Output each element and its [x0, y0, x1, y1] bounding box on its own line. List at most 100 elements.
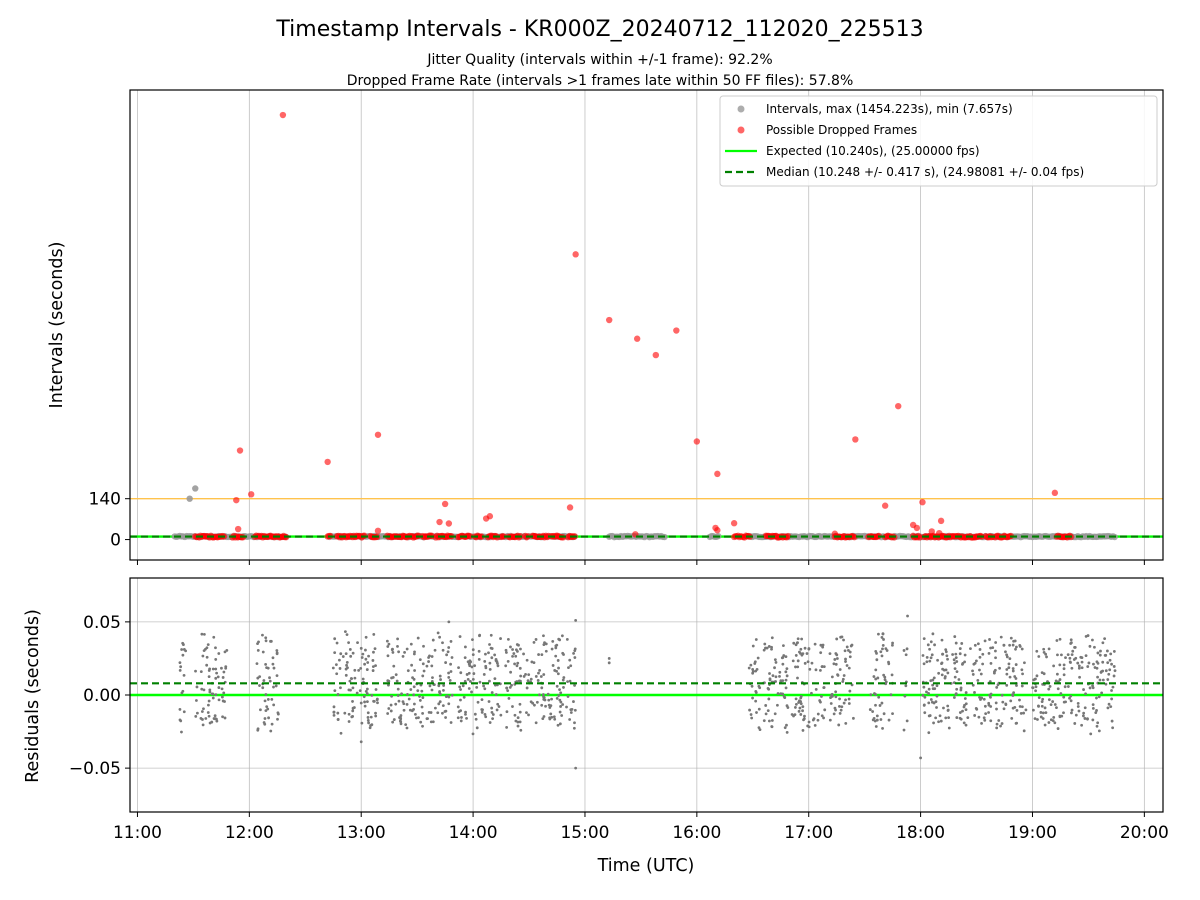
residual-point [796, 659, 800, 663]
residual-point [568, 658, 572, 662]
residual-point [461, 684, 465, 688]
residual-point [835, 657, 839, 660]
residual-point [496, 664, 500, 668]
residual-point [905, 647, 909, 651]
residual-point [829, 702, 833, 705]
residual-point [1005, 672, 1009, 676]
residual-point [1053, 703, 1057, 706]
residual-point [961, 661, 965, 665]
residual-point [841, 677, 845, 681]
residual-point [370, 693, 374, 697]
residual-point [1009, 699, 1013, 703]
residual-point [413, 669, 416, 672]
residual-point [211, 692, 215, 696]
residual-point [347, 688, 351, 692]
residual-point [365, 692, 369, 695]
legend-marker-dropped [737, 126, 745, 134]
residual-point [979, 672, 983, 676]
residual-point [837, 723, 841, 727]
residual-point [1096, 721, 1100, 725]
residual-point [997, 719, 1001, 722]
residual-point [537, 671, 540, 675]
residual-point [795, 641, 799, 645]
residual-point [458, 685, 462, 689]
residual-point [1022, 729, 1026, 733]
residual-point [195, 699, 198, 702]
residual-point [269, 639, 272, 643]
residual-point [473, 664, 477, 668]
residual-point [446, 650, 450, 654]
residual-point [390, 648, 394, 652]
residual-point [1047, 721, 1051, 724]
residual-point [488, 643, 491, 646]
residual-point [459, 698, 462, 702]
residual-point [1019, 711, 1023, 715]
residual-point [1098, 678, 1102, 682]
residual-point [431, 638, 435, 642]
residual-point [358, 689, 362, 693]
residual-point [774, 661, 778, 664]
residual-point [764, 712, 768, 716]
residual-point [558, 698, 562, 702]
residual-point [399, 722, 403, 726]
residual-point [369, 715, 373, 719]
legend-marker-intervals [737, 105, 745, 113]
residual-point [467, 671, 471, 675]
residual-point [955, 660, 959, 663]
residual-point [833, 658, 837, 661]
residual-point [1091, 706, 1095, 710]
dropped-frame-point [652, 351, 660, 359]
residual-point [272, 703, 276, 707]
dropped-frame-point [916, 534, 923, 541]
residual-point [465, 716, 468, 720]
residual-point [392, 718, 396, 721]
residual-point [441, 711, 444, 715]
residual-point [550, 647, 554, 651]
residual-point [207, 675, 211, 678]
residual-point [1086, 665, 1090, 668]
residual-point [927, 731, 931, 735]
residual-point [421, 711, 425, 715]
residual-point [351, 709, 355, 713]
residual-point [506, 689, 510, 693]
residual-point [816, 712, 820, 716]
dropped-frame-point [1051, 489, 1059, 497]
residual-point [798, 650, 801, 654]
residual-point [843, 649, 847, 653]
residual-point [206, 711, 210, 714]
residual-point [568, 679, 572, 683]
residual-point [361, 652, 365, 656]
residual-point [333, 637, 337, 641]
residual-point [828, 652, 832, 656]
residual-point [256, 676, 260, 680]
residual-point [1005, 668, 1009, 671]
residual-point [419, 720, 423, 724]
residual-point [1041, 711, 1045, 715]
residual-point [339, 652, 343, 656]
residual-point [374, 688, 378, 691]
residual-point [529, 677, 533, 681]
residual-point [1066, 685, 1070, 688]
residual-point [522, 675, 526, 678]
residual-point [934, 716, 938, 720]
residual-point [953, 635, 957, 638]
residual-point [1109, 705, 1113, 709]
residual-point [555, 697, 559, 700]
residual-point [351, 700, 354, 703]
residual-point [1112, 665, 1116, 668]
residual-point [1104, 682, 1108, 686]
residual-point [543, 641, 546, 644]
residual-point [464, 645, 467, 649]
residual-point [751, 696, 754, 700]
legend-label-intervals: Intervals, max (1454.223s), min (7.657s) [766, 102, 1013, 116]
residual-point [803, 714, 806, 718]
residual-point [556, 672, 560, 676]
residual-point [803, 646, 807, 650]
residual-point [467, 687, 471, 690]
dropped-frame-point [730, 520, 738, 527]
residual-point [447, 671, 450, 675]
residual-point [1068, 656, 1072, 660]
residual-point [958, 711, 962, 714]
residual-point [838, 711, 842, 715]
residual-point [758, 728, 762, 732]
